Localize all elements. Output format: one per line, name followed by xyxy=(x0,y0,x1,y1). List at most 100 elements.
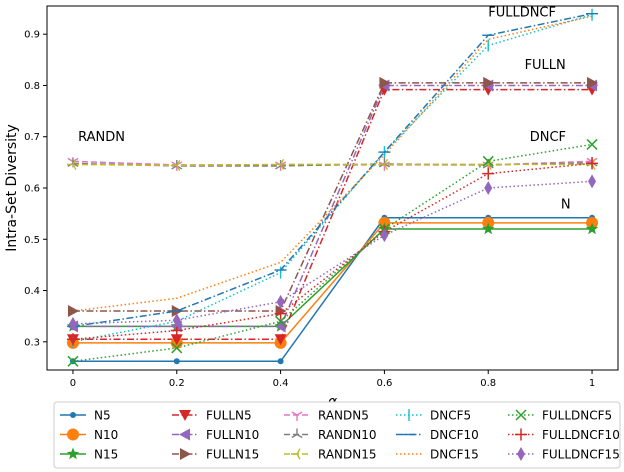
legend-label: DNCF15 xyxy=(430,448,479,462)
y-tick-label: 0.4 xyxy=(24,286,40,297)
legend-item-fulln10: FULLN10 xyxy=(172,428,259,442)
data-point-fulldncf5 xyxy=(482,155,494,167)
series-line-n5 xyxy=(72,216,593,363)
legend-marker xyxy=(291,428,303,439)
legend: N5 N10 N15 FULLN5 FULLN10 FULLN15 RANDN5 RANDN1… xyxy=(53,401,621,469)
data-point-fulldncf10 xyxy=(274,307,287,320)
legend-item-randn15: RANDN15 xyxy=(284,448,377,462)
data-point-randn15 xyxy=(274,158,285,170)
legend-marker xyxy=(180,448,191,460)
data-point-fulln5 xyxy=(274,334,287,346)
data-point-fulldncf15 xyxy=(276,294,285,309)
legend-item-n5: N5 xyxy=(60,409,111,423)
legend-label: FULLDNCF10 xyxy=(542,428,620,442)
data-point-n5 xyxy=(173,358,180,365)
legend-label: FULLN10 xyxy=(206,428,259,442)
series-line-fulldncf15 xyxy=(72,180,593,325)
legend-label: FULLN15 xyxy=(206,448,259,462)
data-point-fulln15 xyxy=(379,76,391,89)
y-tick-label: 0.9 xyxy=(24,30,40,41)
data-point-n15 xyxy=(482,222,495,235)
legend-label: FULLN5 xyxy=(206,409,252,423)
legend-item-randn10: RANDN10 xyxy=(284,428,377,442)
data-point-fulldncf5 xyxy=(275,315,287,327)
series-line-randn15 xyxy=(72,163,593,167)
data-point-fulldncf10 xyxy=(482,167,495,180)
annotations: FULLDNCF FULLN RANDN DNCF N xyxy=(78,5,570,212)
x-axis: 0 0.2 0.4 0.6 0.8 1 xyxy=(70,370,595,389)
legend-marker xyxy=(179,428,190,441)
legend-label: FULLDNCF5 xyxy=(542,409,612,423)
y-tick-label: 0.6 xyxy=(24,184,40,195)
data-point-fulldncf15 xyxy=(484,181,493,195)
legend-item-n15: N15 xyxy=(60,447,118,462)
y-tick-label: 0.8 xyxy=(24,81,40,92)
x-tick-label: 0.6 xyxy=(376,378,392,389)
legend-label: RANDN5 xyxy=(318,409,369,423)
legend-item-fulln5: FULLN5 xyxy=(172,409,252,423)
data-point-n15 xyxy=(585,222,599,235)
series-line-fulln5 xyxy=(72,88,593,340)
legend-item-fulln15: FULLN15 xyxy=(172,448,259,462)
x-tick-label: 0.2 xyxy=(169,378,185,389)
series-line-fulldncf5 xyxy=(72,143,593,363)
series-line-fulldncf10 xyxy=(72,162,593,340)
annotation-n: N xyxy=(561,198,571,213)
series-line-fulln15 xyxy=(72,82,593,312)
data-point-fulln15 xyxy=(483,76,495,89)
y-axis-label: Intra-Set Diversity xyxy=(4,124,20,252)
legend-marker xyxy=(67,428,79,441)
legend-item-fulldncf5: FULLDNCF5 xyxy=(508,409,612,423)
legend-item-randn5: RANDN5 xyxy=(284,409,369,423)
data-point-fulln15 xyxy=(587,76,599,89)
legend-marker xyxy=(291,411,303,421)
legend-label: RANDN10 xyxy=(318,428,377,442)
series-line-n10 xyxy=(72,222,593,344)
data-point-fulldncf5 xyxy=(67,355,79,367)
data-point-fulldncf5 xyxy=(171,342,183,354)
series-line-dncf10 xyxy=(72,12,593,328)
data-point-fulldncf15 xyxy=(588,174,597,189)
legend-marker xyxy=(291,448,301,460)
data-point-fulldncf10 xyxy=(66,333,79,346)
legend-label: DNCF5 xyxy=(430,409,471,423)
series-line-n15 xyxy=(72,228,593,328)
data-point-randn15 xyxy=(66,158,77,170)
legend-marker xyxy=(179,410,191,421)
data-point-fulln5 xyxy=(170,334,183,346)
plot-markers xyxy=(66,8,599,367)
legend-marker xyxy=(70,412,76,418)
legend-label: N5 xyxy=(94,409,111,423)
data-point-fulldncf10 xyxy=(586,157,599,170)
y-tick-label: 0.7 xyxy=(24,132,40,143)
annotation-randn: RANDN xyxy=(78,130,125,145)
data-point-fulldncf15 xyxy=(380,228,389,243)
legend-label: RANDN15 xyxy=(318,448,377,462)
y-tick-label: 0.5 xyxy=(24,235,40,246)
x-tick-label: 0.8 xyxy=(480,378,496,389)
x-tick-label: 1 xyxy=(589,378,595,389)
series-line-dncf5 xyxy=(72,14,593,343)
legend-item-dncf5: DNCF5 xyxy=(396,409,471,423)
legend-item-n10: N10 xyxy=(60,428,118,442)
y-axis: 0.3 0.4 0.5 0.6 0.7 0.8 0.9 xyxy=(24,30,47,348)
legend-label: N15 xyxy=(94,448,118,462)
legend-marker xyxy=(515,428,527,441)
data-point-fulldncf5 xyxy=(586,138,598,150)
legend-box xyxy=(53,401,621,469)
x-tick-label: 0 xyxy=(70,378,76,389)
legend-marker xyxy=(66,447,80,460)
data-point-randn15 xyxy=(170,159,181,171)
data-point-n5 xyxy=(277,358,284,365)
plot-lines xyxy=(72,12,593,363)
annotation-dncf: DNCF xyxy=(530,130,566,145)
data-point-fulln15 xyxy=(67,305,79,318)
legend-item-dncf15: DNCF15 xyxy=(396,448,479,462)
annotation-fulldncf: FULLDNCF xyxy=(488,5,556,20)
x-tick-label: 0.4 xyxy=(273,378,289,389)
series-line-dncf15 xyxy=(72,15,593,312)
data-point-fulldncf15 xyxy=(172,313,181,328)
legend-item-fulldncf15: FULLDNCF15 xyxy=(508,447,620,462)
legend-label: FULLDNCF15 xyxy=(542,448,620,462)
